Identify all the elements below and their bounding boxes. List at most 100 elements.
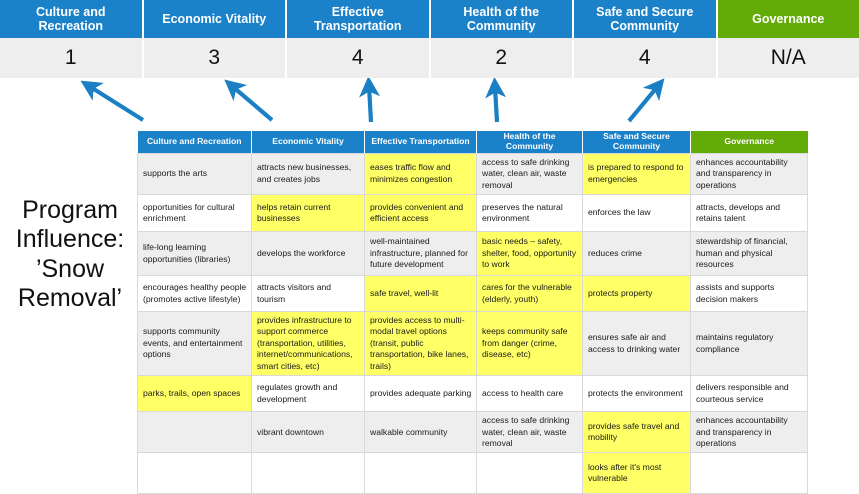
scorecard-header-governance[interactable]: Governance (718, 0, 859, 38)
matrix-cell[interactable]: safe travel, well-lit (365, 276, 477, 312)
matrix-cell[interactable]: opportunities for cultural enrichment (138, 195, 252, 232)
matrix-cell[interactable]: assists and supports decision makers (691, 276, 808, 312)
matrix-header-safe-and-secure-community[interactable]: Safe and Secure Community (583, 131, 691, 153)
matrix-header-governance[interactable]: Governance (691, 131, 808, 153)
scorecard-header-row: Culture and Recreation Economic Vitality… (0, 0, 859, 38)
matrix-header-row: Culture and Recreation Economic Vitality… (138, 131, 808, 153)
matrix-cell[interactable]: maintains regulatory compliance (691, 312, 808, 376)
matrix-cell[interactable]: vibrant downtown (252, 412, 365, 453)
matrix-cell[interactable]: develops the workforce (252, 232, 365, 276)
matrix-cell[interactable]: ensures safe air and access to drinking … (583, 312, 691, 376)
matrix-cell[interactable]: enforces the law (583, 195, 691, 232)
matrix-cell[interactable]: regulates growth and development (252, 376, 365, 412)
scorecard-value-culture-and-recreation: 1 (0, 38, 144, 78)
scorecard-header-health-of-the-community[interactable]: Health of the Community (431, 0, 575, 38)
matrix-header-health-of-the-community[interactable]: Health of the Community (477, 131, 583, 153)
matrix-cell[interactable]: protects property (583, 276, 691, 312)
scorecard-value-governance: N/A (718, 38, 859, 78)
scorecard-value: 4 (639, 46, 651, 70)
arrow-to-culture-and-recreation-icon (89, 86, 143, 120)
matrix-cell[interactable]: access to safe drinking water, clean air… (477, 153, 583, 194)
matrix-cell[interactable]: supports the arts (138, 153, 252, 194)
caption-line-4: Removal’ (6, 284, 134, 313)
scorecard-header-label: Governance (752, 12, 824, 26)
matrix-row: supports community events, and entertain… (138, 312, 808, 376)
matrix-cell[interactable]: helps retain current businesses (252, 195, 365, 232)
matrix-cell[interactable]: looks after it's most vulnerable (583, 453, 691, 494)
matrix-cell[interactable]: provides adequate parking (365, 376, 477, 412)
scorecard-header-label: Safe and Secure Community (578, 5, 712, 33)
matrix-cell[interactable]: eases traffic flow and minimizes congest… (365, 153, 477, 194)
scorecard-value-economic-vitality: 3 (144, 38, 288, 78)
scorecard-header-label: Health of the Community (435, 5, 569, 33)
matrix-cell[interactable] (691, 453, 808, 494)
program-influence-caption: Program Influence: ’Snow Removal’ (6, 196, 134, 313)
matrix-cell[interactable]: is prepared to respond to emergencies (583, 153, 691, 194)
arrow-to-economic-vitality-icon (232, 86, 272, 120)
matrix-cell[interactable]: provides convenient and efficient access (365, 195, 477, 232)
matrix-row: encourages healthy people (promotes acti… (138, 276, 808, 312)
matrix-cell[interactable]: attracts visitors and tourism (252, 276, 365, 312)
matrix-cell[interactable]: attracts new businesses, and creates job… (252, 153, 365, 194)
matrix-cell[interactable]: provides infrastructure to support comme… (252, 312, 365, 376)
matrix-cell[interactable]: parks, trails, open spaces (138, 376, 252, 412)
scorecard-header-economic-vitality[interactable]: Economic Vitality (144, 0, 288, 38)
scorecard-header-effective-transportation[interactable]: Effective Transportation (287, 0, 431, 38)
matrix-cell[interactable]: encourages healthy people (promotes acti… (138, 276, 252, 312)
matrix-cell[interactable]: walkable community (365, 412, 477, 453)
scorecard-header-safe-and-secure-community[interactable]: Safe and Secure Community (574, 0, 718, 38)
matrix-header-culture-and-recreation[interactable]: Culture and Recreation (138, 131, 252, 153)
matrix-cell[interactable]: stewardship of financial, human and phys… (691, 232, 808, 276)
scorecard-header-label: Economic Vitality (162, 12, 266, 26)
matrix-cell[interactable]: provides safe travel and mobility (583, 412, 691, 453)
scorecard-header-label: Effective Transportation (291, 5, 425, 33)
matrix-cell[interactable]: delivers responsible and courteous servi… (691, 376, 808, 412)
scorecard-value-safe-and-secure-community: 4 (574, 38, 718, 78)
matrix-cell[interactable]: preserves the natural environment (477, 195, 583, 232)
matrix-cell[interactable] (138, 412, 252, 453)
matrix-row: life-long learning opportunities (librar… (138, 232, 808, 276)
matrix-cell[interactable]: reduces crime (583, 232, 691, 276)
influence-arrows-group (0, 78, 859, 130)
matrix-cell[interactable]: access to health care (477, 376, 583, 412)
matrix-cell[interactable]: enhances accountability and transparency… (691, 412, 808, 453)
matrix-cell[interactable]: well-maintained infrastructure, planned … (365, 232, 477, 276)
arrow-to-health-of-the-community-icon (495, 87, 497, 122)
scorecard-strip: Culture and Recreation Economic Vitality… (0, 0, 859, 78)
community-outcomes-matrix: Culture and Recreation Economic Vitality… (137, 131, 808, 494)
matrix-cell[interactable] (138, 453, 252, 494)
matrix-cell[interactable] (477, 453, 583, 494)
matrix-cell[interactable]: cares for the vulnerable (elderly, youth… (477, 276, 583, 312)
matrix-cell[interactable] (252, 453, 365, 494)
arrow-to-safe-and-secure-community-icon (629, 86, 658, 121)
scorecard-value-health-of-the-community: 2 (431, 38, 575, 78)
matrix-row: looks after it's most vulnerable (138, 453, 808, 494)
scorecard-value: 4 (352, 46, 364, 70)
matrix-cell[interactable]: life-long learning opportunities (librar… (138, 232, 252, 276)
caption-line-1: Program (6, 196, 134, 225)
matrix-cell[interactable] (365, 453, 477, 494)
matrix-cell[interactable]: protects the environment (583, 376, 691, 412)
matrix-cell[interactable]: provides access to multi-modal travel op… (365, 312, 477, 376)
arrow-to-effective-transportation-icon (369, 86, 371, 122)
matrix-cell[interactable]: supports community events, and entertain… (138, 312, 252, 376)
scorecard-header-label: Culture and Recreation (4, 5, 138, 33)
caption-line-3: ’Snow (6, 255, 134, 284)
matrix-cell[interactable]: enhances accountability and transparency… (691, 153, 808, 194)
matrix-cell[interactable]: attracts, develops and retains talent (691, 195, 808, 232)
scorecard-value: 2 (495, 46, 507, 70)
matrix-cell[interactable]: access to safe drinking water, clean air… (477, 412, 583, 453)
matrix-header-economic-vitality[interactable]: Economic Vitality (252, 131, 365, 153)
matrix-header-effective-transportation[interactable]: Effective Transportation (365, 131, 477, 153)
scorecard-value: 3 (208, 46, 220, 70)
scorecard-header-culture-and-recreation[interactable]: Culture and Recreation (0, 0, 144, 38)
scorecard-value-effective-transportation: 4 (287, 38, 431, 78)
matrix-cell[interactable]: keeps community safe from danger (crime,… (477, 312, 583, 376)
scorecard-value-row: 1 3 4 2 4 N/A (0, 38, 859, 78)
matrix-cell[interactable]: basic needs – safety, shelter, food, opp… (477, 232, 583, 276)
scorecard-value: 1 (65, 46, 77, 70)
